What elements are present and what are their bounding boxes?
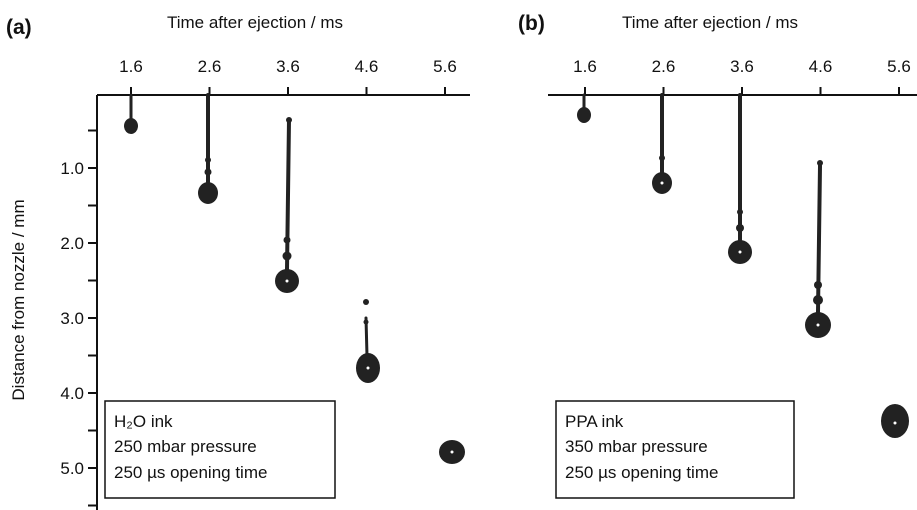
legend-box [555,400,795,499]
droplets-b [577,93,909,438]
x-tick-label: 4.6 [355,57,379,76]
panel-label: (b) [518,12,545,35]
x-tick-label: 2.6 [652,57,676,76]
panel-label: (a) [6,16,32,39]
legend-text: 250 mbar pressure [114,437,257,456]
x-axis-title: Time after ejection / ms [167,13,343,32]
legend-text: PPA ink [565,412,624,431]
y-axis-title: Distance from nozzle / mm [9,199,28,400]
x-tick-label: 5.6 [433,57,457,76]
x-axis-title: Time after ejection / ms [622,13,798,32]
x-tick-label: 3.6 [730,57,754,76]
ticks: 1.6 2.6 3.6 4.6 5.6 1.6 2.6 3.6 4.6 5.6 1.0 2.0 3.0 4… [60,57,911,507]
legend-text: 250 µs opening time [565,463,718,482]
legend-text: 350 mbar pressure [565,437,708,456]
x-tick-label: 3.6 [276,57,300,76]
legend-box [104,400,336,499]
x-tick-label: 1.6 [573,57,597,76]
y-tick-label: 1.0 [60,159,84,178]
x-tick-label: 4.6 [809,57,833,76]
y-tick-label: 4.0 [60,384,84,403]
legend-text: H₂O ink [114,412,173,431]
droplets-a [124,93,465,464]
axes [96,94,917,510]
x-tick-label: 1.6 [119,57,143,76]
y-tick-label: 2.0 [60,234,84,253]
y-tick-label: 5.0 [60,459,84,478]
y-tick-label: 3.0 [60,309,84,328]
legend-text: 250 µs opening time [114,463,267,482]
x-tick-label: 5.6 [887,57,911,76]
x-tick-label: 2.6 [198,57,222,76]
